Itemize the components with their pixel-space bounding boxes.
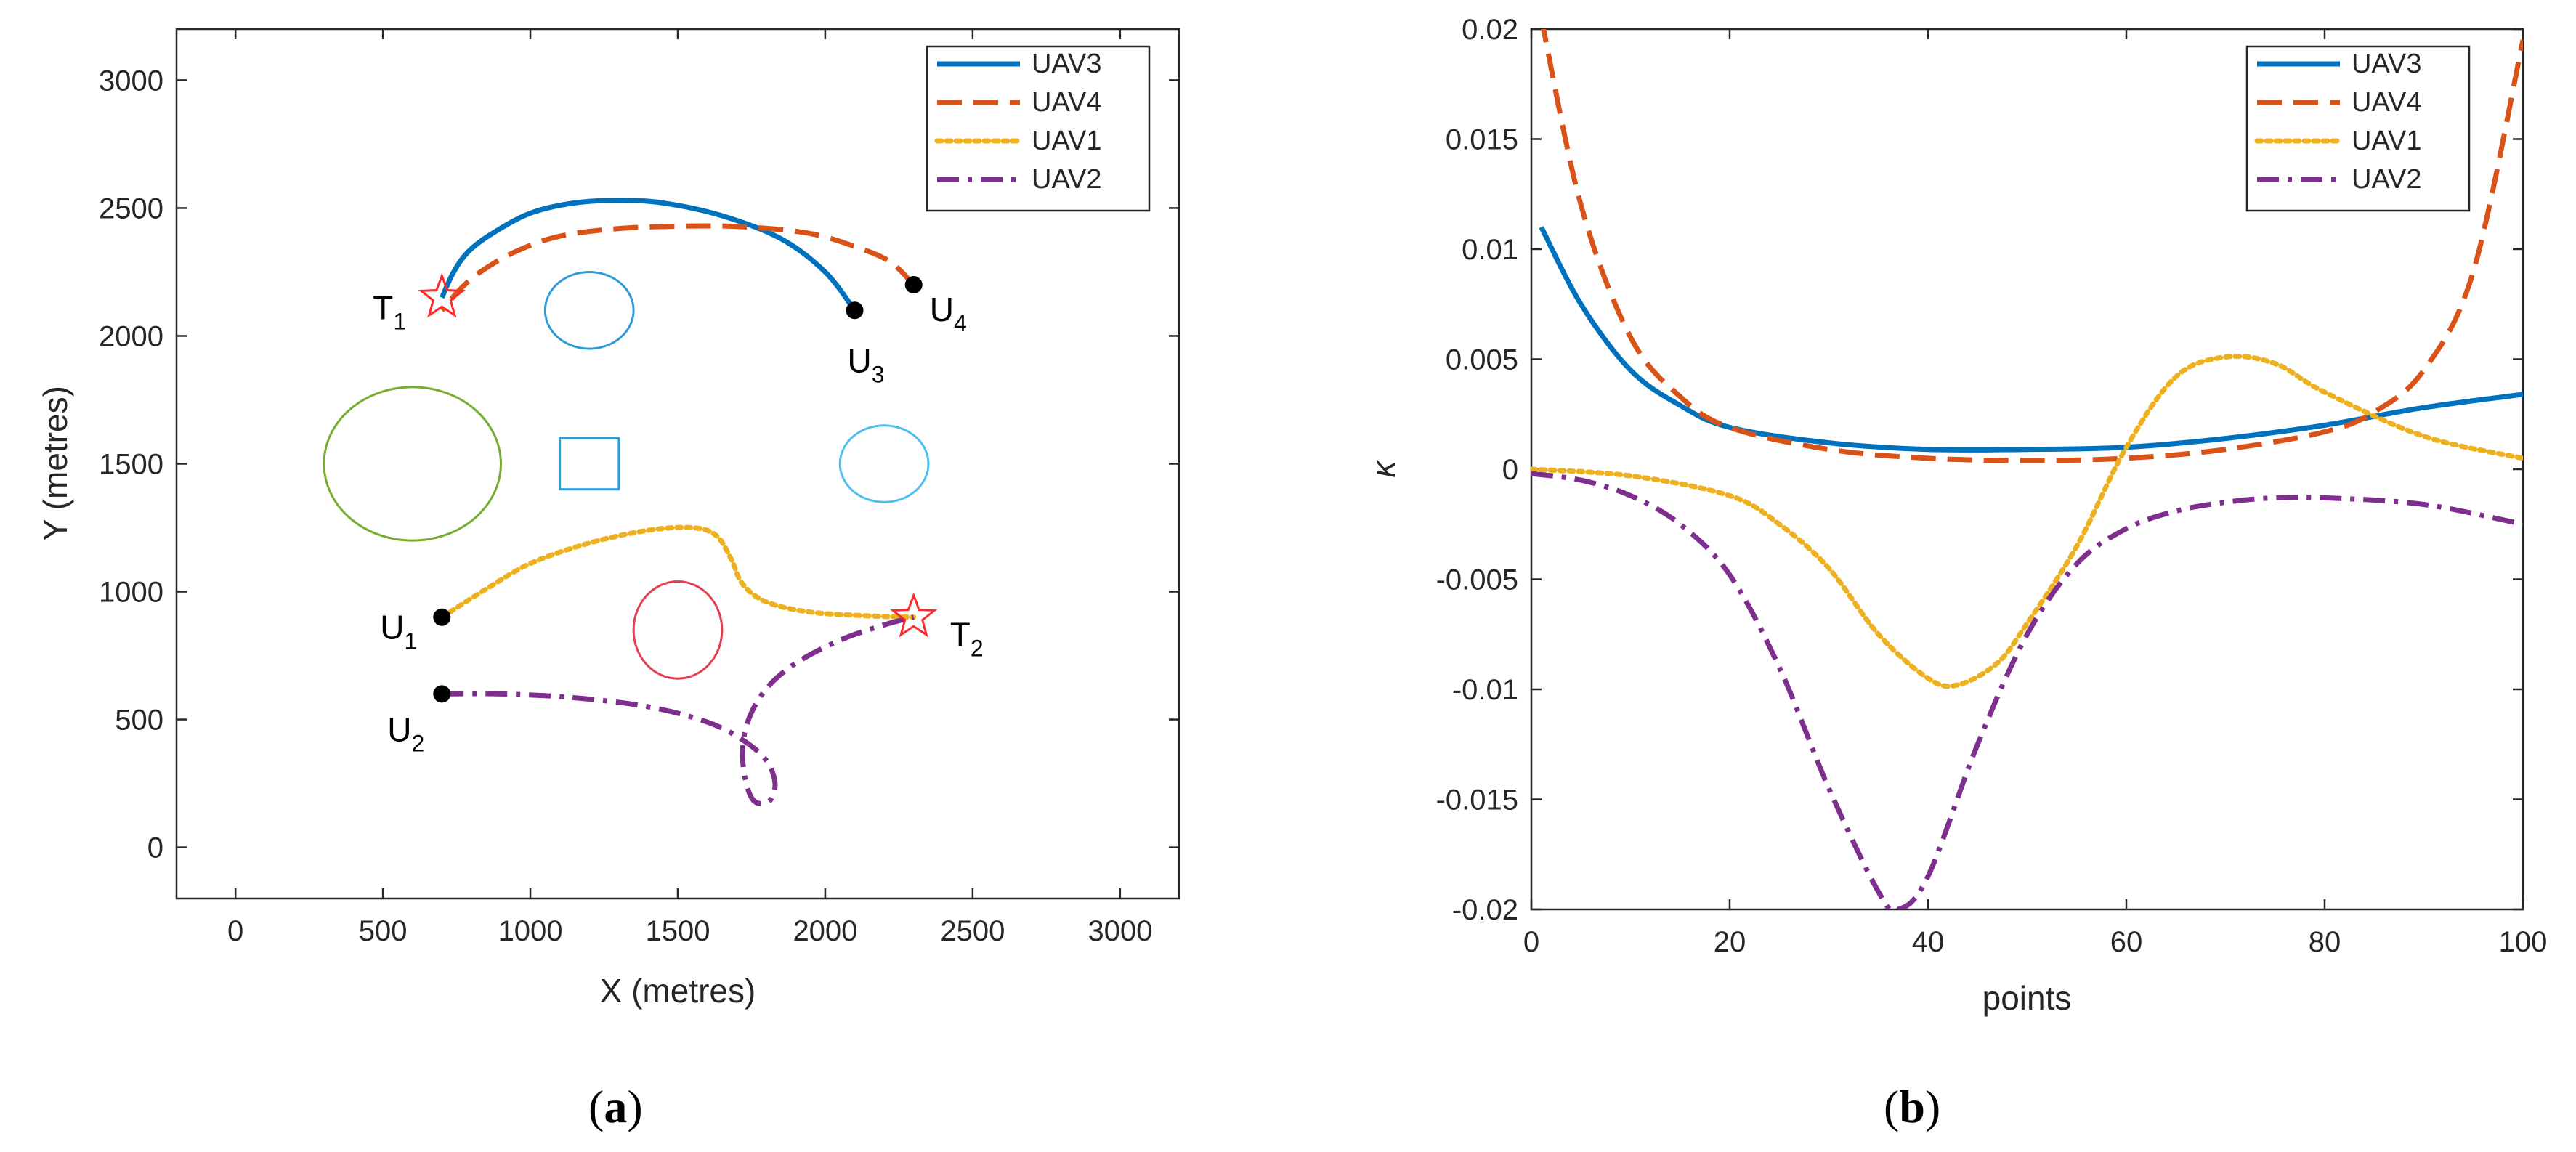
y-axis-label-a: Y (metres)	[36, 386, 74, 541]
y-tick-label: 0.02	[1462, 14, 1518, 46]
obstacle-square	[559, 437, 620, 491]
uav-start-dot	[433, 608, 451, 626]
legend-label: UAV2	[1032, 164, 1101, 195]
target-star-marker	[890, 592, 938, 638]
y-tick-label: -0.015	[1436, 784, 1518, 816]
y-tick-label: 0.015	[1446, 124, 1518, 156]
obstacle-circle	[838, 424, 930, 503]
obstacles-a	[323, 270, 930, 680]
series-line-uav4	[440, 223, 916, 312]
legend-label: UAV4	[2352, 87, 2421, 118]
y-axis-label-b: κ	[1364, 460, 1402, 478]
legend-label: UAV1	[2352, 126, 2421, 156]
y-tick-label: -0.005	[1436, 564, 1518, 596]
legend-label: UAV2	[2352, 164, 2421, 195]
x-axis-label-b: points	[1982, 979, 2072, 1017]
y-tick-label: -0.01	[1452, 674, 1518, 706]
panel-caption-a: (a)	[588, 1081, 643, 1132]
y-tick-label: 2500	[99, 192, 163, 224]
x-tick-label: 40	[1912, 926, 1945, 958]
panel-b: 0 20 40 60 80 100 -0.02 -0.015 -0.01 -0.005 0 0.005…	[1364, 14, 2547, 1132]
x-tick-label: 500	[359, 915, 408, 947]
obstacle-circle	[543, 270, 635, 350]
series-line-uav1	[1531, 353, 2523, 689]
panel-caption-b: (b)	[1884, 1081, 1940, 1132]
series-line-uav3	[440, 198, 857, 312]
y-tick-label: 0.005	[1446, 344, 1518, 376]
axis-ticks-b: 0 20 40 60 80 100 -0.02 -0.015 -0.01 -0.005 0 0.005…	[1436, 14, 2548, 958]
y-tick-label: 1000	[99, 577, 163, 609]
x-tick-label: 1500	[646, 915, 710, 947]
x-axis-label-a: X (metres)	[600, 972, 756, 1010]
y-tick-label: 500	[115, 705, 163, 737]
legend-label: UAV3	[1032, 49, 1101, 79]
x-tick-label: 0	[227, 915, 243, 947]
panel-a: 0 500 1000 1500 2000 2500 3000 0 500 1000 1500 2000…	[36, 28, 1180, 1132]
x-tick-label: 100	[2499, 926, 2548, 958]
target-star-marker	[418, 272, 466, 318]
legend-box	[2245, 45, 2471, 212]
uav-start-dot	[433, 685, 451, 703]
x-tick-label: 80	[2309, 926, 2341, 958]
series-line-uav4	[1541, 29, 2523, 463]
legend-label: UAV3	[2352, 49, 2421, 79]
series-line-uav1	[439, 524, 917, 620]
legend-b: UAV3 UAV4 UAV1 UAV2	[2245, 45, 2471, 212]
y-tick-label: 0.01	[1462, 234, 1518, 266]
legend-label: UAV4	[1032, 87, 1101, 118]
x-tick-label: 60	[2110, 926, 2143, 958]
obstacle-circle	[632, 580, 724, 680]
x-tick-label: 1000	[498, 915, 563, 947]
y-tick-label: 1500	[99, 449, 163, 481]
y-tick-label: 3000	[99, 65, 163, 97]
uav-start-dot	[904, 276, 923, 294]
series-line-uav3	[1539, 226, 2523, 453]
series-lines-a	[439, 198, 917, 806]
axis-ticks-a: 0 500 1000 1500 2000 2500 3000 0 500 1000 1500 2000…	[99, 29, 1179, 947]
obstacle-circle	[323, 386, 502, 542]
y-tick-label: 0	[1502, 454, 1518, 486]
y-tick-label: 0	[147, 832, 163, 864]
uav-start-dot	[846, 301, 864, 320]
y-tick-label: 2000	[99, 320, 163, 352]
x-tick-label: 2000	[793, 915, 857, 947]
legend-box	[926, 45, 1151, 212]
x-tick-label: 2500	[940, 915, 1005, 947]
x-tick-label: 3000	[1087, 915, 1152, 947]
y-tick-label: -0.02	[1452, 894, 1518, 926]
legend-label: UAV1	[1032, 126, 1101, 156]
x-tick-label: 20	[1714, 926, 1746, 958]
series-lines-b	[1531, 29, 2523, 909]
legend-a: UAV3 UAV4 UAV1 UAV2	[926, 45, 1151, 212]
x-tick-label: 0	[1523, 926, 1539, 958]
series-line-uav2	[442, 614, 915, 806]
